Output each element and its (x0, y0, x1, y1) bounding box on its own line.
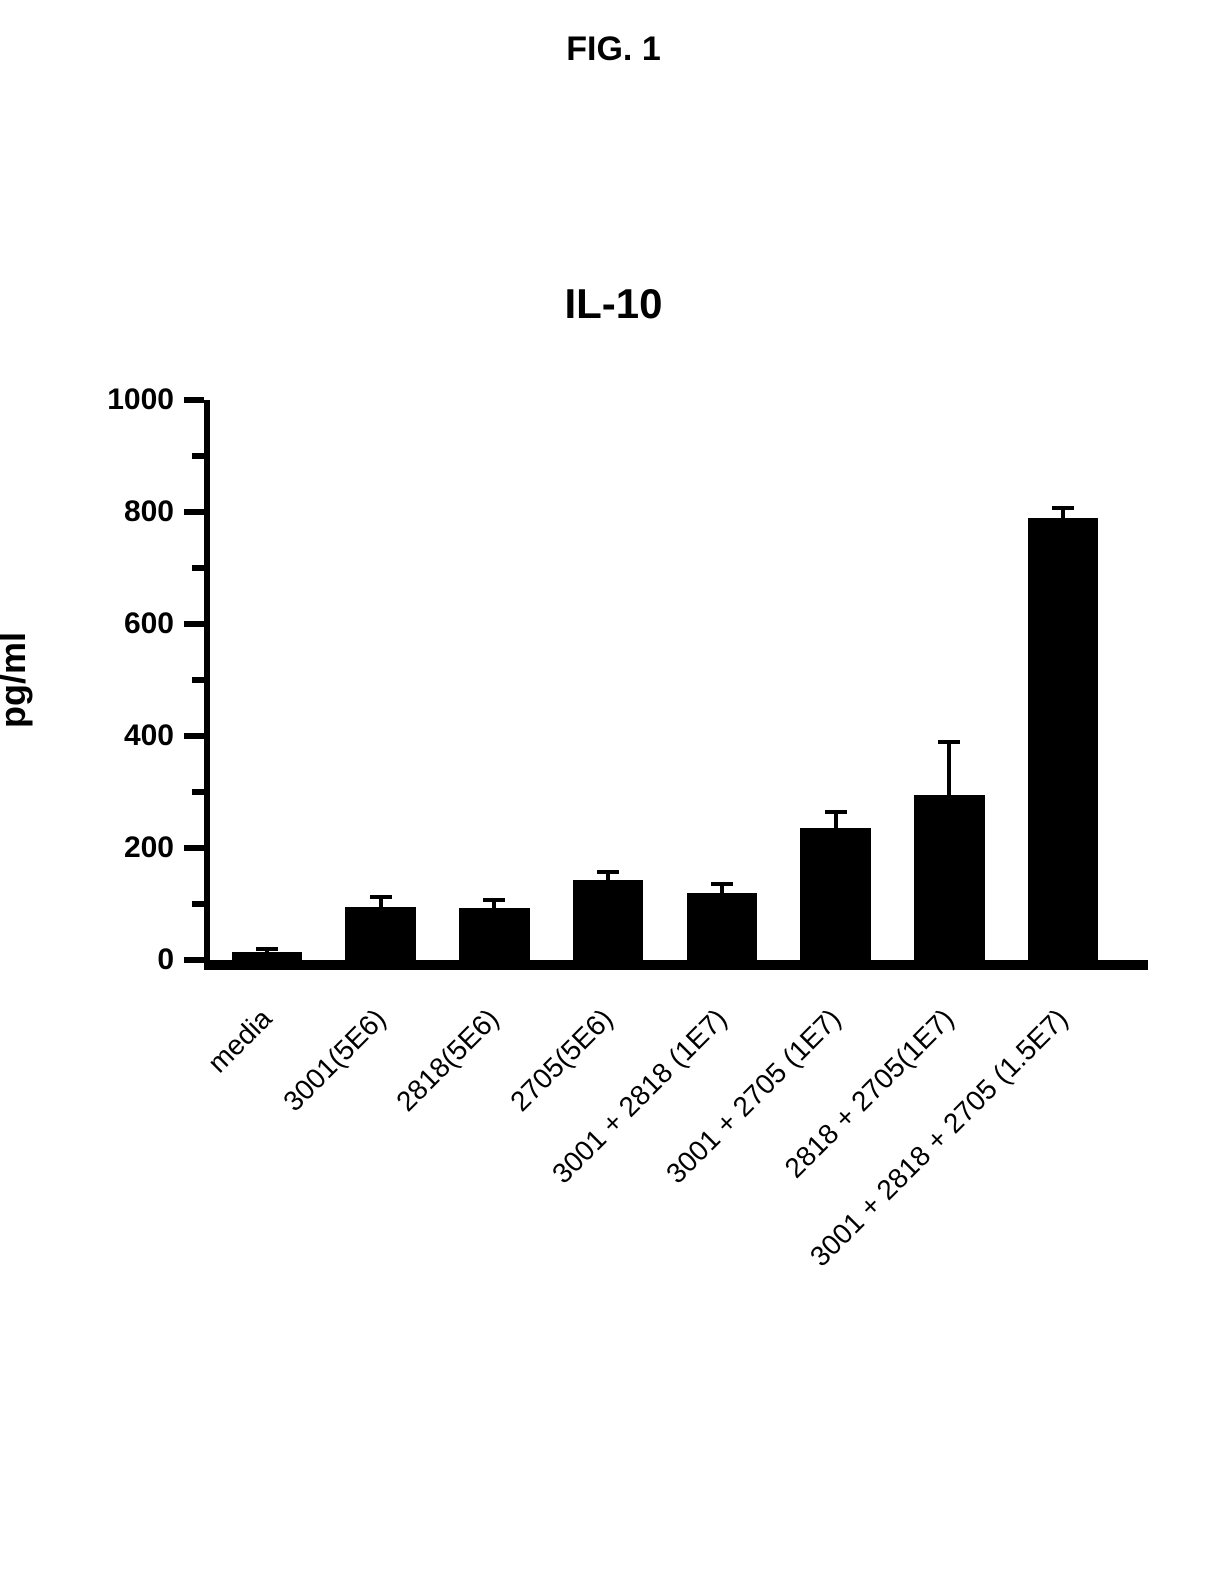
y-tick-minor (192, 453, 204, 459)
chart-plot-area: 02004006008001000pg/mlmedia3001(5E6)2818… (210, 400, 1120, 960)
bar (573, 880, 644, 960)
y-tick-major (184, 733, 204, 739)
error-cap (938, 740, 960, 744)
y-tick-label: 0 (54, 943, 174, 977)
chart-title: IL-10 (0, 280, 1227, 328)
error-cap (370, 895, 392, 899)
x-tick-label: 2818(5E6) (59, 1003, 506, 1450)
y-tick-major (184, 845, 204, 851)
bar (459, 908, 530, 960)
y-tick-label: 400 (54, 719, 174, 753)
y-tick-minor (192, 677, 204, 683)
y-axis (204, 400, 210, 960)
error-cap (256, 947, 278, 951)
x-tick-label: 2818 + 2705(1E7) (514, 1003, 961, 1450)
bar (800, 828, 871, 960)
y-tick-major (184, 509, 204, 515)
y-tick-minor (192, 565, 204, 571)
bar (232, 952, 303, 960)
error-cap (711, 882, 733, 886)
x-tick-label: 2705(5E6) (173, 1003, 620, 1450)
y-tick-minor (192, 901, 204, 907)
y-axis-label: pg/ml (0, 632, 34, 728)
y-tick-major (184, 957, 204, 963)
x-tick-label: 3001 + 2818 (1E7) (286, 1003, 733, 1450)
error-cap (597, 870, 619, 874)
error-cap (1052, 506, 1074, 510)
bar (345, 907, 416, 960)
error-bar (947, 742, 951, 795)
y-tick-label: 800 (54, 495, 174, 529)
error-bar (834, 812, 838, 829)
y-tick-minor (192, 789, 204, 795)
y-tick-major (184, 397, 204, 403)
x-tick-label: 3001 + 2818 + 2705 (1.5E7) (628, 1003, 1075, 1450)
y-tick-label: 200 (54, 831, 174, 865)
bar (914, 795, 985, 960)
figure-label: FIG. 1 (0, 30, 1227, 69)
y-tick-label: 1000 (54, 383, 174, 417)
bar (1028, 518, 1099, 960)
y-tick-major (184, 621, 204, 627)
x-tick-label: 3001 + 2705 (1E7) (400, 1003, 847, 1450)
error-cap (483, 898, 505, 902)
x-axis (204, 960, 1148, 970)
y-tick-label: 600 (54, 607, 174, 641)
bar (687, 893, 758, 960)
error-cap (825, 810, 847, 814)
